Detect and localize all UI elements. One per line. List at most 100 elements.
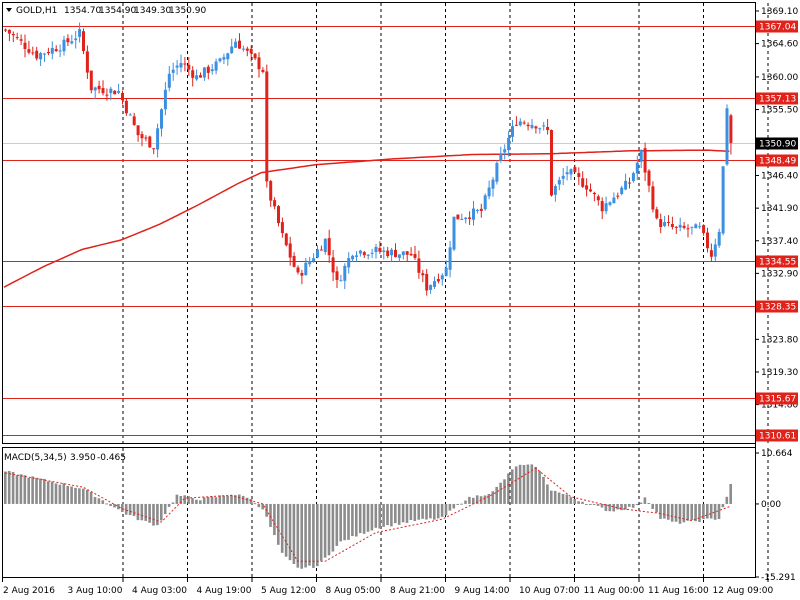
level-value: 1328.35 (759, 303, 796, 313)
macd-bar (550, 490, 553, 504)
macd-bar (460, 503, 463, 505)
macd-bar (175, 494, 179, 504)
macd-bar (616, 503, 619, 510)
macd-bar (210, 496, 214, 504)
candle-body (413, 253, 417, 258)
time-label: 8 Aug 05:00 (326, 586, 381, 596)
macd-bar (475, 495, 479, 504)
ohlc-close: 1350.90 (169, 6, 206, 16)
candle-body (331, 257, 335, 273)
candle-body (616, 195, 620, 197)
time-label: 5 Aug 12:00 (261, 586, 316, 596)
macd-bar (706, 503, 709, 519)
macd-bar (249, 499, 253, 504)
macd-bar (316, 503, 319, 567)
candle-body (74, 38, 78, 41)
macd-bar (382, 503, 385, 527)
macd-bar (394, 503, 397, 524)
macd-bar (4, 471, 7, 504)
macd-bar (409, 503, 413, 521)
macd-bar (7, 470, 11, 504)
macd-bar (171, 502, 175, 504)
level-tag (756, 300, 798, 313)
macd-bar (514, 466, 518, 504)
candle-body (526, 124, 530, 127)
candle-body (218, 58, 222, 62)
macd-bar (11, 471, 15, 504)
candle-body (538, 128, 542, 130)
macd-bar (206, 496, 210, 504)
candle-body (397, 254, 401, 258)
candle-body (706, 232, 709, 249)
macd-bar (694, 503, 697, 522)
candle-body (163, 89, 167, 110)
candle-body (167, 73, 171, 88)
macd-main-value: 3.950 (70, 453, 96, 463)
macd-bar (577, 501, 580, 504)
time-axis: 2 Aug 2016 3 Aug 10:00 4 Aug 03:00 4 Aug 19… (2, 578, 773, 596)
macd-bar (425, 503, 428, 520)
candle-body (11, 33, 15, 36)
time-label: 9 Aug 14:00 (455, 586, 510, 596)
macd-bar (226, 495, 229, 504)
candle-body (179, 63, 183, 68)
macd-bar (23, 475, 27, 504)
macd-bar (195, 499, 198, 504)
time-label: 3 Aug 10:00 (68, 586, 123, 596)
macd-bar (323, 503, 327, 558)
macd-bar (280, 503, 284, 553)
candle-body (245, 48, 249, 51)
macd-bar (401, 503, 405, 523)
candle-body (639, 150, 643, 162)
candle-body (195, 75, 199, 80)
macd-bar (405, 503, 409, 523)
candle-body (202, 67, 206, 78)
macd-bar (312, 503, 315, 568)
macd-bar (343, 503, 346, 541)
candle-body (280, 222, 284, 234)
candle-body (273, 200, 277, 207)
candle-body (460, 218, 464, 220)
macd-bar (522, 465, 526, 504)
candle-body (105, 94, 109, 96)
candle-body (128, 114, 132, 116)
macd-bar (631, 503, 635, 508)
macd-bar (413, 503, 417, 522)
ma-line (3, 149, 730, 288)
macd-bar (234, 495, 237, 504)
price-label: 1341.90 (761, 204, 798, 214)
macd-bar (335, 503, 339, 546)
candle-body (46, 51, 50, 54)
dropdown-triangle-icon[interactable] (6, 8, 12, 12)
candle-body (15, 37, 19, 39)
macd-bar (152, 503, 155, 526)
candle-body (319, 249, 323, 251)
macd-bar (511, 469, 514, 504)
macd-signal-line (5, 467, 731, 562)
candle-body (670, 224, 674, 228)
macd-bar (507, 473, 510, 504)
candle-body (514, 124, 518, 126)
candle-body (113, 90, 117, 95)
level-tag (756, 255, 798, 268)
macd-bar (639, 502, 643, 504)
macd-bar (362, 503, 366, 534)
candle-body (390, 249, 394, 256)
candle-body (491, 179, 495, 189)
candle-body (132, 116, 136, 125)
candle-body (409, 253, 413, 256)
macd-bar (542, 476, 545, 504)
candle-body (487, 187, 491, 197)
macd-bar (292, 503, 296, 564)
macd-bar (105, 503, 108, 505)
candle-body (312, 258, 316, 262)
candle-body (43, 53, 46, 55)
macd-bar (300, 503, 303, 569)
macd-axis: 10.664 0.00 -15.291 (755, 449, 796, 583)
vertical-gridlines (122, 3, 769, 577)
macd-bar (553, 490, 557, 504)
candle-body (308, 261, 312, 265)
macd-bar (643, 497, 647, 504)
candle-body (121, 93, 124, 101)
candle-body (600, 201, 604, 212)
